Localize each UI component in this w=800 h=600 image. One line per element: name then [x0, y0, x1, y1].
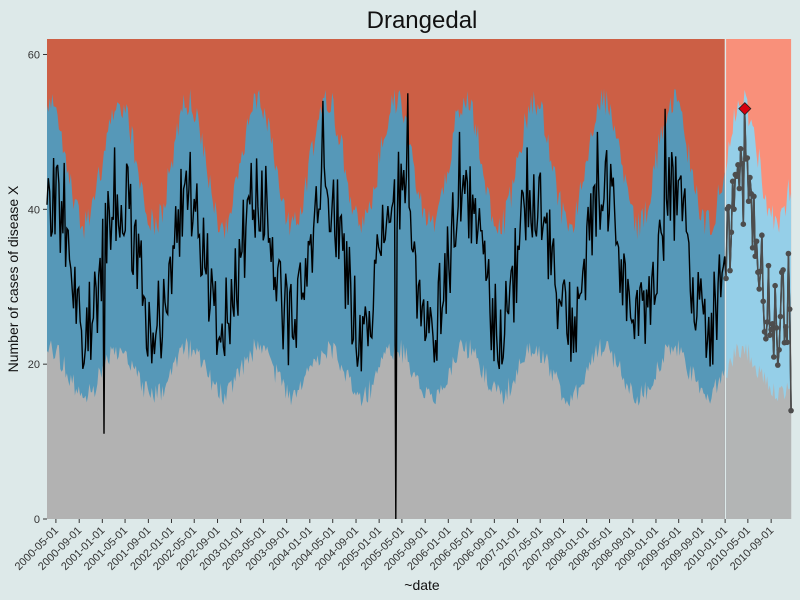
projection-point [785, 250, 792, 257]
projection-point [761, 328, 768, 335]
projection-point [786, 306, 793, 312]
projection-point [737, 145, 744, 152]
projection-point [736, 185, 743, 192]
projection-point [777, 313, 784, 320]
projection-point [771, 354, 777, 360]
projection-point [753, 238, 760, 245]
projection-point [784, 339, 790, 346]
projection-point [752, 253, 759, 260]
projection-point [751, 193, 757, 200]
chart-title: Drangedal [367, 7, 478, 34]
y-tick-label: 0 [34, 514, 40, 526]
projection-point [776, 347, 782, 353]
y-axis-title: Number of cases of disease X [5, 185, 21, 372]
projection-point [774, 362, 781, 368]
projection-point [744, 155, 751, 161]
projection-point [764, 319, 770, 325]
projection-point [759, 232, 765, 239]
projection-point [739, 160, 745, 167]
projection-point [763, 335, 769, 342]
y-tick-label: 40 [28, 204, 40, 216]
projection-point [765, 262, 772, 269]
projection-point [769, 321, 776, 327]
projection-point [733, 173, 740, 180]
projection-point [756, 286, 763, 292]
projection-point [772, 282, 778, 289]
plot-area [46, 39, 794, 520]
y-tick-label: 20 [28, 359, 40, 371]
baseline-band [47, 337, 725, 519]
projection-point [760, 298, 767, 305]
projection-baseline-band [726, 343, 792, 519]
projection-point [723, 275, 729, 282]
projection-point [728, 229, 735, 236]
x-axis-title: ~date [404, 577, 440, 593]
projection-point [725, 203, 732, 210]
projection-point [767, 332, 773, 338]
projection-point [773, 325, 780, 331]
projection-point [747, 174, 753, 181]
projection-point [788, 407, 794, 414]
projection-point [745, 198, 752, 205]
projection-point [731, 206, 737, 212]
projection-point [768, 326, 774, 333]
y-tick-label: 60 [28, 49, 40, 61]
projection-point [780, 267, 786, 273]
projection-point [757, 268, 764, 275]
projection-point [749, 244, 756, 251]
alert-marker [738, 102, 752, 116]
projection-point [729, 178, 736, 185]
projection-point [740, 221, 747, 227]
observed-cases-line [46, 93, 792, 520]
projection-point [727, 267, 733, 274]
projection-point [782, 324, 789, 330]
